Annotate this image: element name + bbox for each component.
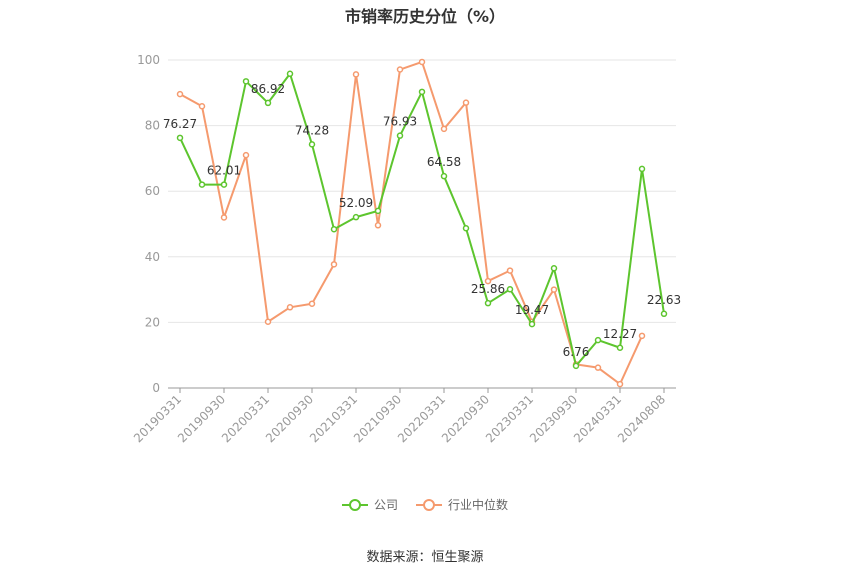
data-point [220, 181, 228, 188]
data-point [572, 362, 580, 370]
series-company [176, 70, 668, 370]
data-label: 64.58 [427, 155, 461, 169]
data-point [352, 71, 360, 78]
data-point [330, 225, 338, 233]
data-point [638, 332, 646, 340]
data-point [242, 78, 250, 85]
data-point [308, 141, 316, 148]
data-point [594, 336, 602, 344]
legend-item-industry-median[interactable]: 行业中位数 [416, 496, 508, 513]
data-point [550, 286, 558, 293]
legend-label-industry-median: 行业中位数 [448, 498, 509, 512]
y-tick-label: 0 [152, 381, 160, 395]
data-point [638, 165, 646, 173]
data-label: 12.27 [603, 327, 637, 341]
data-label: 25.86 [471, 282, 505, 296]
chart-title: 市销率历史分位（%） [344, 7, 506, 26]
data-point [176, 90, 184, 98]
data-point [396, 132, 404, 139]
data-point [330, 261, 338, 268]
series-layer [176, 58, 668, 388]
data-point [484, 277, 492, 285]
data-point [264, 99, 272, 107]
data-labels: 76.27 62.01 86.92 74.28 52.09 76.93 64.58 25.86… [163, 82, 681, 359]
data-label: 74.28 [295, 123, 329, 137]
data-point [198, 181, 206, 188]
data-point [220, 214, 228, 221]
series-line [179, 60, 643, 386]
data-label: 6.76 [563, 345, 590, 359]
data-point [198, 102, 206, 110]
grid [168, 59, 676, 323]
x-tick-label: 20240808 [615, 392, 668, 445]
data-point [396, 66, 404, 73]
data-source: 数据来源：恒生聚源 [366, 550, 484, 565]
y-tick-label: 40 [145, 250, 160, 264]
data-point [506, 286, 514, 293]
data-point [660, 310, 668, 318]
data-point [616, 344, 624, 352]
data-point [264, 318, 272, 325]
data-point [308, 300, 316, 307]
data-point [374, 222, 382, 229]
data-point [462, 99, 470, 106]
data-point [462, 225, 470, 232]
data-point [286, 70, 294, 78]
legend: 公司 行业中位数 [0, 496, 850, 513]
data-label: 62.01 [207, 164, 241, 178]
data-point [616, 380, 624, 388]
data-point [176, 134, 184, 142]
data-label: 52.09 [339, 196, 373, 210]
data-point [506, 267, 514, 274]
y-tick-label: 80 [145, 119, 160, 133]
y-tick-label: 20 [145, 315, 160, 329]
data-label: 76.93 [383, 115, 417, 129]
axes: 0204060801002019033120190930202003312020… [131, 53, 676, 445]
y-tick-label: 60 [145, 184, 160, 198]
data-point [374, 207, 382, 215]
legend-marker-industry-median [416, 498, 442, 511]
data-point [528, 320, 536, 328]
data-label: 86.92 [251, 82, 285, 96]
legend-item-company[interactable]: 公司 [341, 496, 398, 513]
data-label: 76.27 [163, 117, 197, 131]
series-industry-median [176, 58, 646, 388]
data-point [594, 364, 602, 371]
data-point [418, 58, 426, 66]
legend-marker-company [341, 498, 368, 511]
legend-label-company: 公司 [373, 498, 398, 512]
data-point [550, 265, 558, 272]
data-point [440, 125, 448, 133]
data-point [242, 151, 250, 159]
data-label: 19.47 [515, 303, 549, 317]
data-point [440, 172, 448, 180]
data-point [352, 213, 360, 221]
data-point [286, 304, 294, 311]
data-point [418, 88, 426, 96]
data-label: 22.63 [647, 293, 681, 307]
y-tick-label: 100 [137, 53, 160, 67]
data-point [484, 299, 492, 307]
